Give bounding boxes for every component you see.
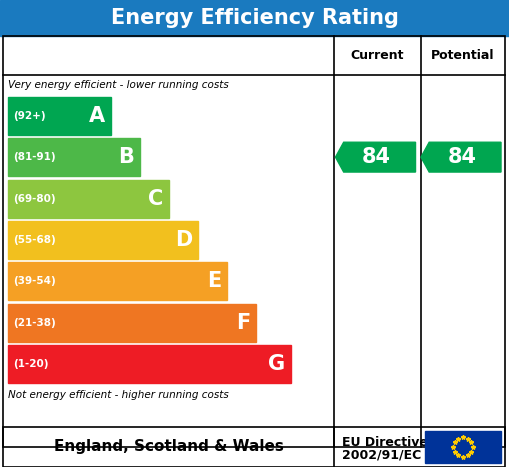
Text: F: F	[236, 313, 250, 333]
Text: (69-80): (69-80)	[13, 193, 55, 204]
Text: C: C	[148, 189, 163, 209]
Text: G: G	[268, 354, 286, 374]
Bar	[8, 97, 111, 135]
Bar	[425, 431, 501, 463]
Text: (21-38): (21-38)	[13, 318, 56, 328]
Bar	[8, 138, 140, 176]
Text: E: E	[207, 271, 221, 291]
Bar	[8, 221, 198, 259]
Text: (1-20): (1-20)	[13, 359, 48, 369]
Text: Current: Current	[351, 49, 404, 62]
Bar	[8, 304, 256, 342]
Text: Energy Efficiency Rating: Energy Efficiency Rating	[110, 8, 399, 28]
Text: (39-54): (39-54)	[13, 276, 56, 286]
Text: England, Scotland & Wales: England, Scotland & Wales	[53, 439, 284, 454]
Bar	[3, 427, 505, 467]
Text: A: A	[89, 106, 105, 126]
Bar	[8, 345, 291, 383]
Text: (55-68): (55-68)	[13, 235, 56, 245]
Text: B: B	[118, 147, 134, 167]
Text: (92+): (92+)	[13, 111, 46, 120]
Bar	[0, 0, 509, 36]
Text: Potential: Potential	[431, 49, 495, 62]
Text: 84: 84	[448, 147, 477, 167]
Text: 84: 84	[362, 147, 391, 167]
Text: (81-91): (81-91)	[13, 152, 55, 162]
Polygon shape	[421, 142, 501, 172]
Text: D: D	[175, 230, 192, 250]
Bar	[8, 262, 227, 300]
Text: EU Directive: EU Directive	[342, 436, 428, 449]
Polygon shape	[335, 142, 415, 172]
Bar	[3, 36, 505, 447]
Text: Not energy efficient - higher running costs: Not energy efficient - higher running co…	[8, 390, 229, 400]
Text: 2002/91/EC: 2002/91/EC	[342, 448, 421, 461]
Text: Very energy efficient - lower running costs: Very energy efficient - lower running co…	[8, 80, 229, 90]
Bar	[8, 179, 169, 218]
